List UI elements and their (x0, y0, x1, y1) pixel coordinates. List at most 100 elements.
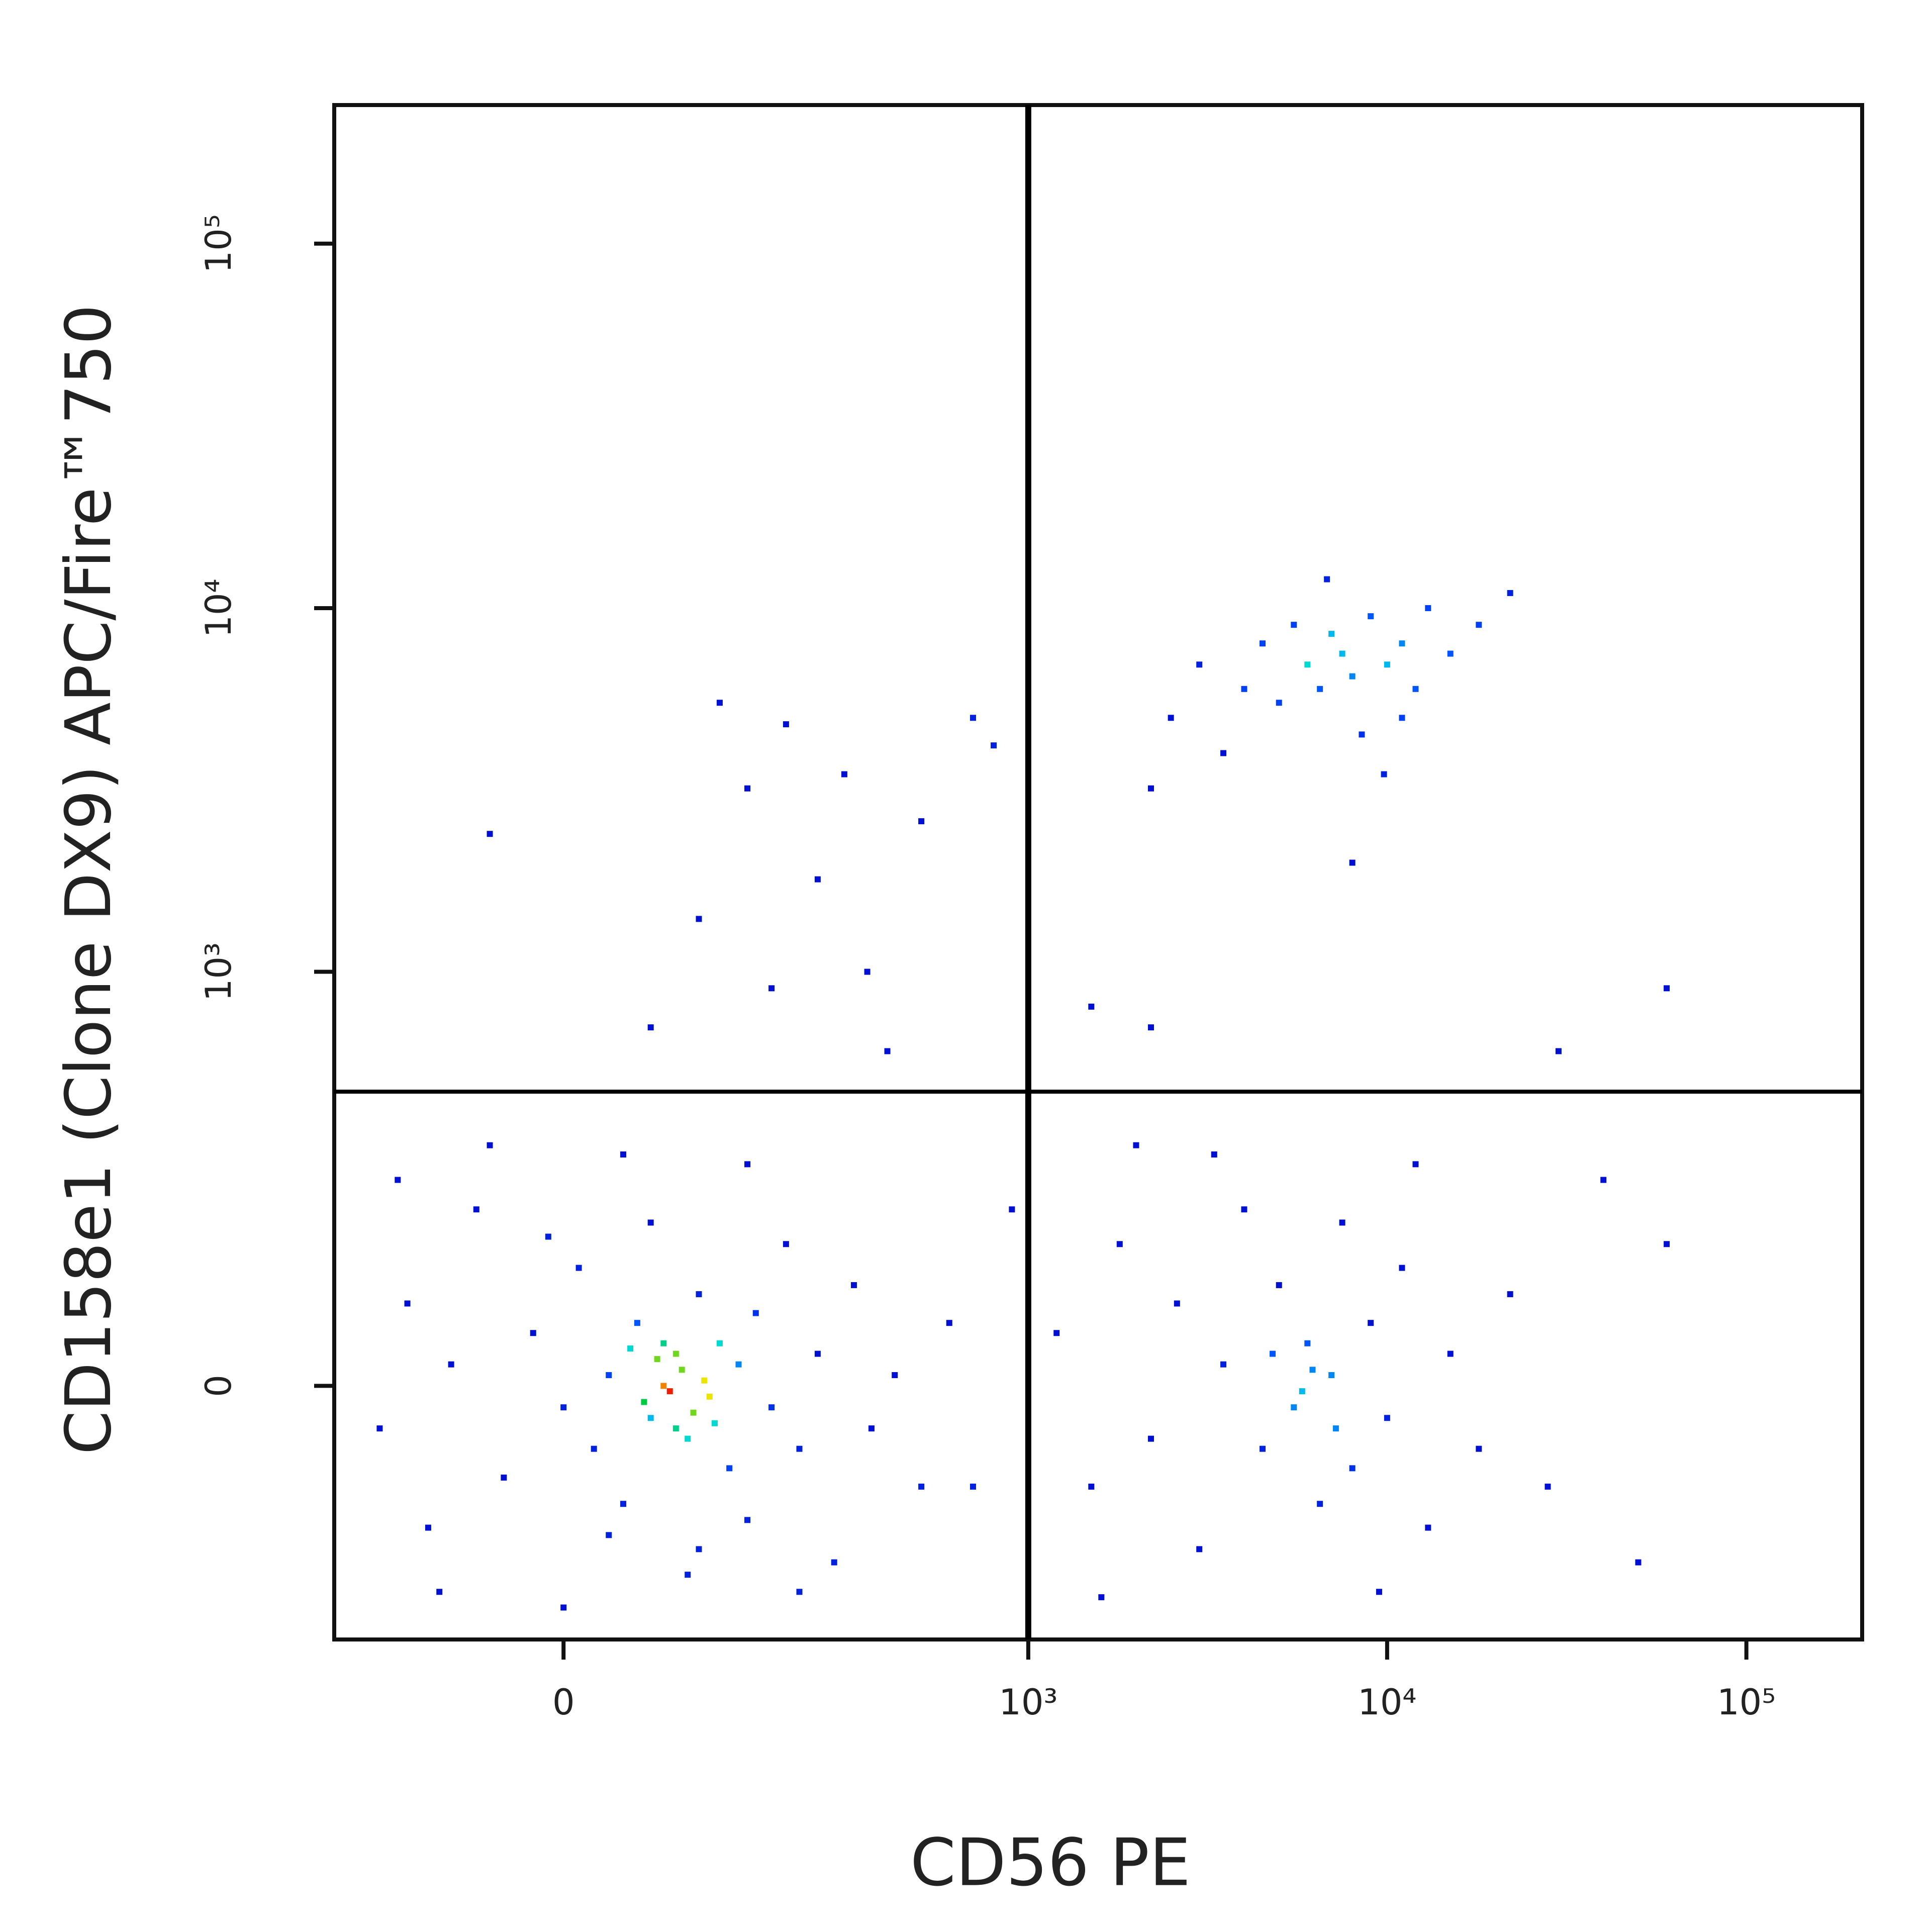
event-dot (796, 1445, 803, 1452)
event-dot (473, 1206, 479, 1213)
event-dot (1317, 686, 1323, 692)
event-dot (1447, 1350, 1454, 1357)
event-dot (1276, 700, 1282, 706)
x-tick-label: 10⁴ (1358, 1682, 1416, 1723)
event-dot (1507, 590, 1513, 596)
event-dot (425, 1524, 431, 1531)
event-dot (672, 1425, 679, 1432)
event-dot (701, 1377, 708, 1384)
event-dot (1600, 1177, 1607, 1183)
event-dot (1241, 1206, 1247, 1213)
event-dot (1116, 1241, 1123, 1247)
event-dot (946, 1320, 952, 1326)
event-dot (1399, 715, 1405, 721)
event-dot (660, 1383, 667, 1389)
event-dot (1349, 859, 1356, 866)
event-dot (1399, 1265, 1405, 1271)
event-dot (545, 1233, 551, 1240)
y-tick-label: 10⁴ (198, 578, 239, 637)
event-dot (918, 818, 925, 824)
event-dot (1507, 1291, 1513, 1297)
event-dot (606, 1532, 612, 1538)
event-dot (647, 1024, 654, 1031)
event-dot (1324, 576, 1330, 583)
event-dot (711, 1420, 718, 1426)
event-dot (1220, 1361, 1227, 1368)
event-dot (666, 1388, 673, 1395)
event-dot (647, 1415, 654, 1421)
event-dot (1384, 1415, 1390, 1421)
event-dot (1270, 1350, 1276, 1357)
event-dot (1168, 715, 1174, 721)
event-dot (1291, 1404, 1297, 1411)
event-dot (696, 1546, 702, 1553)
event-dot (620, 1501, 627, 1507)
x-tick-label: 0 (552, 1682, 575, 1723)
y-tick-label: 10⁵ (198, 214, 239, 273)
event-dot (744, 785, 751, 792)
event-dot (690, 1409, 697, 1416)
event-dot (1447, 650, 1454, 657)
event-dot (487, 831, 493, 837)
event-dot (654, 1356, 660, 1363)
event-dot (436, 1589, 443, 1595)
event-dot (1211, 1151, 1217, 1158)
event-dot (1349, 673, 1356, 680)
event-dot (1088, 1483, 1095, 1490)
event-dot (783, 721, 789, 728)
event-dot (1147, 1024, 1154, 1031)
event-dot (783, 1241, 789, 1247)
event-dot (884, 1048, 891, 1054)
event-dot (1174, 1300, 1180, 1307)
event-dot (1196, 661, 1203, 668)
event-dot (814, 1350, 821, 1357)
event-dot (970, 715, 976, 721)
event-dot (634, 1320, 640, 1326)
event-dot (796, 1589, 803, 1595)
event-dot (716, 1340, 723, 1346)
event-dot (1053, 1330, 1060, 1336)
x-tick-label: 10³ (999, 1682, 1057, 1723)
event-dot (404, 1300, 411, 1307)
event-dot (679, 1367, 685, 1373)
event-dot (1299, 1388, 1305, 1395)
event-dot (696, 916, 702, 922)
event-dot (627, 1345, 634, 1352)
event-dot (1664, 1241, 1670, 1247)
event-dot (1260, 640, 1266, 647)
event-dot (1196, 1546, 1203, 1553)
event-dot (620, 1151, 627, 1158)
event-dot (814, 876, 821, 883)
event-dot (1555, 1048, 1562, 1054)
event-dot (991, 742, 997, 749)
x-tick-label: 10⁵ (1717, 1682, 1776, 1723)
event-dot (706, 1393, 713, 1400)
event-dot (641, 1399, 647, 1405)
event-dot (1009, 1206, 1015, 1213)
plot-frame (332, 103, 1864, 1641)
event-dot (606, 1372, 612, 1378)
event-dot (448, 1361, 454, 1368)
event-dot (768, 1404, 775, 1411)
event-dot (752, 1310, 759, 1316)
event-dot (1241, 686, 1247, 692)
event-dot (1368, 1320, 1374, 1326)
event-dot (864, 969, 871, 975)
event-dot (1376, 1589, 1382, 1595)
event-dot (1476, 1445, 1482, 1452)
event-dot (850, 1282, 857, 1288)
event-dot (768, 985, 775, 992)
event-dot (970, 1483, 976, 1490)
x-axis-title: CD56 PE (910, 1824, 1191, 1901)
event-dot (685, 1435, 691, 1442)
event-dot (1328, 631, 1335, 637)
event-dot (591, 1445, 597, 1452)
event-dot (685, 1572, 691, 1578)
event-dot (1317, 1501, 1323, 1507)
event-dot (1328, 1372, 1335, 1378)
event-dot (1359, 731, 1365, 738)
event-dot (1664, 985, 1670, 992)
y-tick-label: 10³ (198, 942, 239, 1001)
event-dot (1545, 1483, 1551, 1490)
event-dot (1412, 1161, 1419, 1168)
